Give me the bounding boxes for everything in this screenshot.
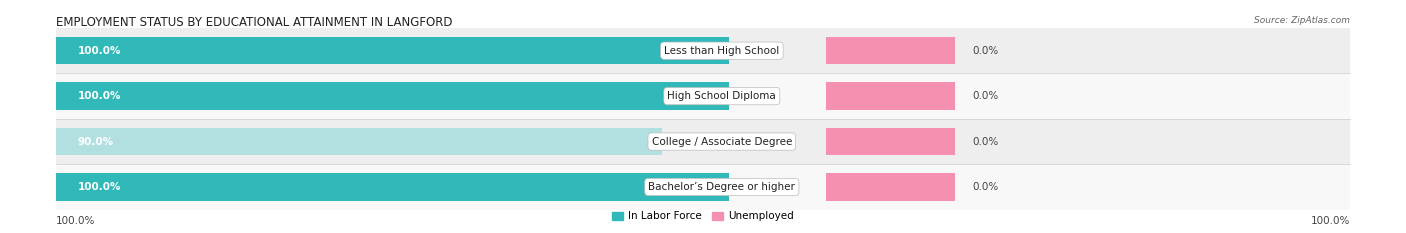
Legend: In Labor Force, Unemployed: In Labor Force, Unemployed <box>609 207 797 226</box>
Text: 0.0%: 0.0% <box>972 46 998 56</box>
Text: High School Diploma: High School Diploma <box>668 91 776 101</box>
Text: 100.0%: 100.0% <box>77 46 121 56</box>
Text: 100.0%: 100.0% <box>56 216 96 226</box>
Text: 0.0%: 0.0% <box>972 182 998 192</box>
Text: 0.0%: 0.0% <box>972 91 998 101</box>
Text: 90.0%: 90.0% <box>77 137 114 147</box>
Text: 100.0%: 100.0% <box>77 91 121 101</box>
Text: 0.0%: 0.0% <box>972 137 998 147</box>
Text: Source: ZipAtlas.com: Source: ZipAtlas.com <box>1254 16 1350 25</box>
Text: 100.0%: 100.0% <box>1310 216 1350 226</box>
Text: Less than High School: Less than High School <box>664 46 779 56</box>
Text: EMPLOYMENT STATUS BY EDUCATIONAL ATTAINMENT IN LANGFORD: EMPLOYMENT STATUS BY EDUCATIONAL ATTAINM… <box>56 16 453 29</box>
Text: Bachelor’s Degree or higher: Bachelor’s Degree or higher <box>648 182 796 192</box>
Text: 100.0%: 100.0% <box>77 182 121 192</box>
Text: College / Associate Degree: College / Associate Degree <box>651 137 792 147</box>
